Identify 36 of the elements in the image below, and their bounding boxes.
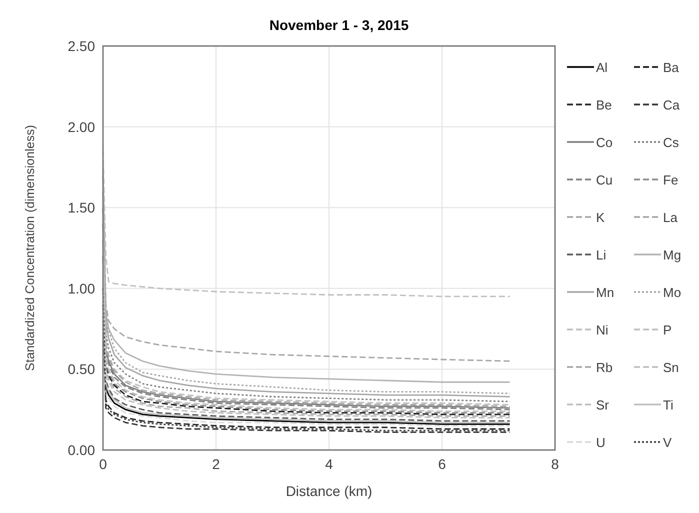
chart-title: November 1 - 3, 2015 [269, 17, 409, 33]
legend-label: Sr [596, 398, 610, 412]
x-tick-label: 2 [212, 456, 220, 472]
legend-label: Al [596, 60, 608, 75]
legend-label: La [663, 210, 678, 225]
y-tick-label: 2.50 [68, 38, 96, 54]
legend-label: Mo [663, 285, 682, 300]
y-tick-label: 1.00 [68, 280, 96, 296]
legend-label: Mn [596, 285, 614, 300]
legend-label: U [596, 435, 606, 450]
legend-label: Fe [663, 172, 678, 188]
legend-label: Ni [596, 322, 608, 338]
legend-label: Li [596, 248, 606, 262]
x-tick-label: 6 [438, 456, 446, 472]
legend-label: Co [596, 135, 613, 150]
legend-label: Ti [663, 398, 674, 412]
x-tick-label: 4 [325, 456, 334, 472]
legend-label: Cu [596, 172, 613, 188]
legend-label: Sn [663, 360, 679, 375]
legend-label: Be [596, 98, 612, 112]
legend-label: Mg [663, 248, 682, 262]
y-axis-title: Standardized Concentration (dimensionless) [23, 125, 37, 371]
y-tick-label: 1.50 [68, 200, 96, 216]
legend-label: Ca [663, 98, 680, 112]
legend-label: P [663, 322, 672, 338]
y-tick-label: 0.50 [68, 361, 96, 378]
y-tick-label: 0.00 [68, 442, 96, 458]
legend-label: V [663, 435, 672, 450]
legend-label: Cs [663, 135, 680, 150]
y-tick-label: 2.00 [68, 118, 96, 135]
x-tick-label: 8 [551, 456, 560, 472]
legend-label: K [596, 210, 605, 225]
x-tick-label: 0 [99, 456, 108, 472]
legend-label: Ba [663, 60, 680, 75]
legend-label: Rb [596, 360, 613, 375]
x-axis-title: Distance (km) [286, 483, 372, 499]
